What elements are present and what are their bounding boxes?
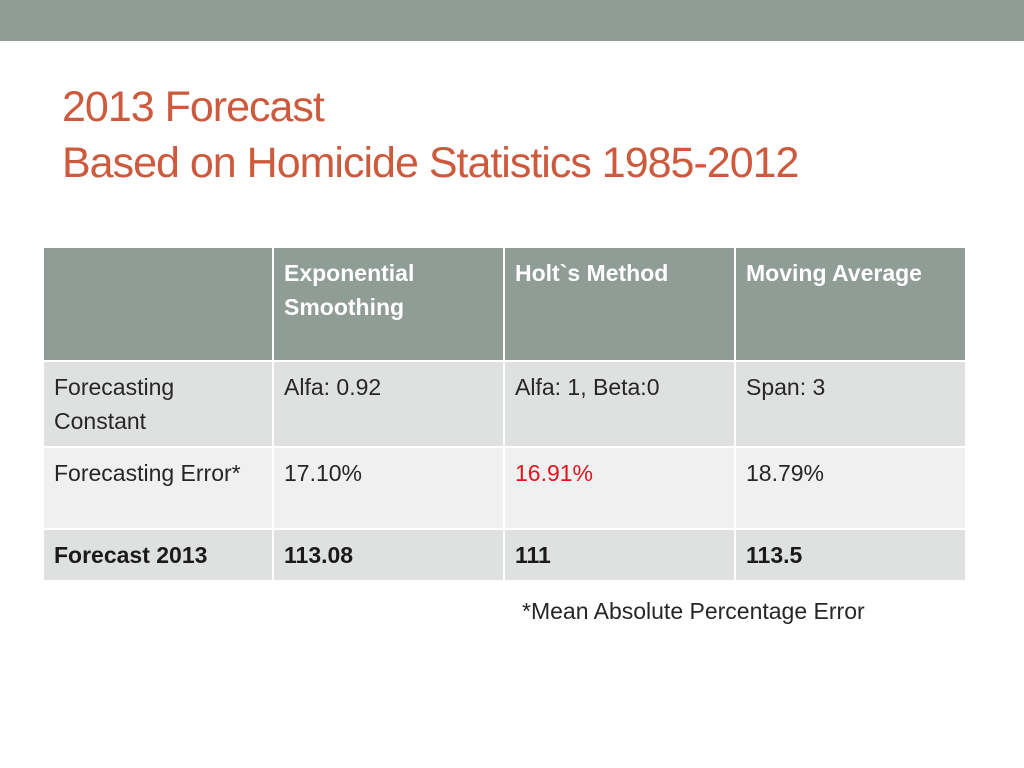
table-cell: 113.5 xyxy=(734,528,967,582)
slide-title-line-2: Based on Homicide Statistics 1985-2012 xyxy=(62,139,799,187)
forecast-comparison-table: Exponential Smoothing Holt`s Method Movi… xyxy=(42,246,967,582)
row-label: Forecasting Constant xyxy=(42,360,274,448)
table-cell: Alfa: 1, Beta:0 xyxy=(503,360,736,448)
row-label: Forecast 2013 xyxy=(42,528,274,582)
table-row-forecasting-constant: Forecasting Constant Alfa: 0.92 Alfa: 1,… xyxy=(42,360,967,448)
row-label: Forecasting Error* xyxy=(42,446,274,530)
table-cell: 17.10% xyxy=(272,446,505,530)
footnote: *Mean Absolute Percentage Error xyxy=(522,598,865,624)
header-cell-holts-method: Holt`s Method xyxy=(503,246,736,362)
header-cell-exponential-smoothing: Exponential Smoothing xyxy=(272,246,505,362)
table-cell-highlighted: 16.91% xyxy=(503,446,736,530)
table-cell: 111 xyxy=(503,528,736,582)
table-cell: 113.08 xyxy=(272,528,505,582)
table-row-forecasting-error: Forecasting Error* 17.10% 16.91% 18.79% xyxy=(42,446,967,530)
table-row-forecast-2013: Forecast 2013 113.08 111 113.5 xyxy=(42,528,967,582)
header-cell-moving-average: Moving Average xyxy=(734,246,967,362)
table-cell: 18.79% xyxy=(734,446,967,530)
header-cell-empty xyxy=(42,246,274,362)
top-accent-bar xyxy=(0,0,1024,41)
table-header-row: Exponential Smoothing Holt`s Method Movi… xyxy=(42,246,967,362)
table-cell: Alfa: 0.92 xyxy=(272,360,505,448)
slide-title-line-1: 2013 Forecast xyxy=(62,83,325,131)
slide-title: 2013 Forecast Based on Homicide Statisti… xyxy=(62,79,1002,191)
table-cell: Span: 3 xyxy=(734,360,967,448)
